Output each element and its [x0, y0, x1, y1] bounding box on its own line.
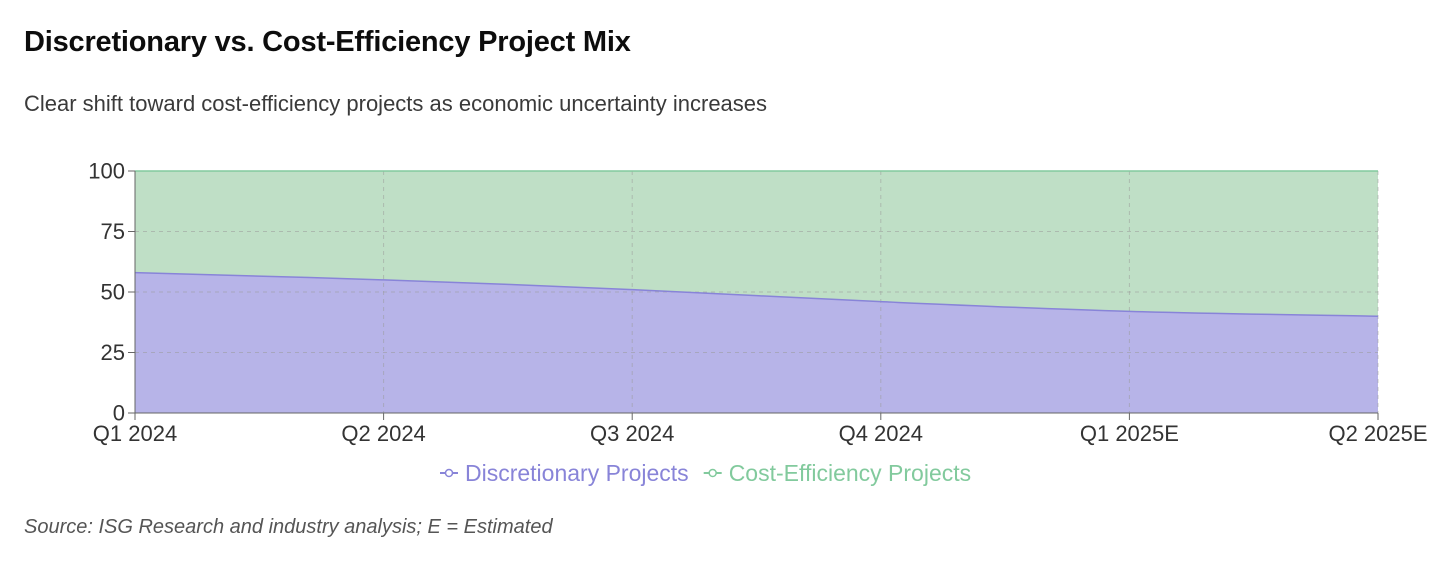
y-axis-ticks: 0 25 50 75 100	[88, 159, 135, 426]
area-cost-efficiency-projects	[135, 171, 1378, 317]
x-tick-label: Q2 2024	[341, 421, 425, 446]
legend-item-discretionary-projects: Discretionary Projects	[440, 460, 689, 486]
x-tick-label: Q4 2024	[839, 421, 923, 446]
y-tick-label: 50	[101, 280, 125, 305]
legend-dot-icon	[708, 468, 717, 478]
source-note: Source: ISG Research and industry analys…	[24, 516, 553, 538]
legend: Discretionary Projects Cost-Efficiency Pr…	[440, 460, 971, 486]
line-discretionary-projects	[134, 271, 1379, 317]
area-discretionary-projects	[135, 272, 1378, 413]
legend-item-cost-efficiency-projects: Cost-Efficiency Projects	[703, 460, 971, 486]
y-tick-label: 100	[88, 159, 125, 184]
x-tick-label: Q1 2025E	[1080, 421, 1179, 446]
series-lines	[134, 170, 1379, 317]
chart-title: Discretionary vs. Cost-Efficiency Projec…	[24, 26, 631, 58]
legend-label: Cost-Efficiency Projects	[729, 460, 971, 486]
x-tick-label: Q2 2025E	[1328, 421, 1427, 446]
legend-label: Discretionary Projects	[465, 460, 689, 486]
x-axis-ticks: Q1 2024 Q2 2024 Q3 2024 Q4 2024 Q1 2025E Q2 2…	[93, 413, 1428, 446]
x-tick-label: Q3 2024	[590, 421, 674, 446]
legend-dot-icon	[444, 468, 454, 478]
chart-subtitle: Clear shift toward cost-efficiency proje…	[24, 91, 768, 116]
y-tick-label: 25	[101, 340, 125, 365]
x-tick-label: Q1 2024	[93, 421, 177, 446]
y-tick-label: 0	[113, 401, 125, 426]
plot-areas	[135, 171, 1378, 413]
y-tick-label: 75	[101, 219, 125, 244]
